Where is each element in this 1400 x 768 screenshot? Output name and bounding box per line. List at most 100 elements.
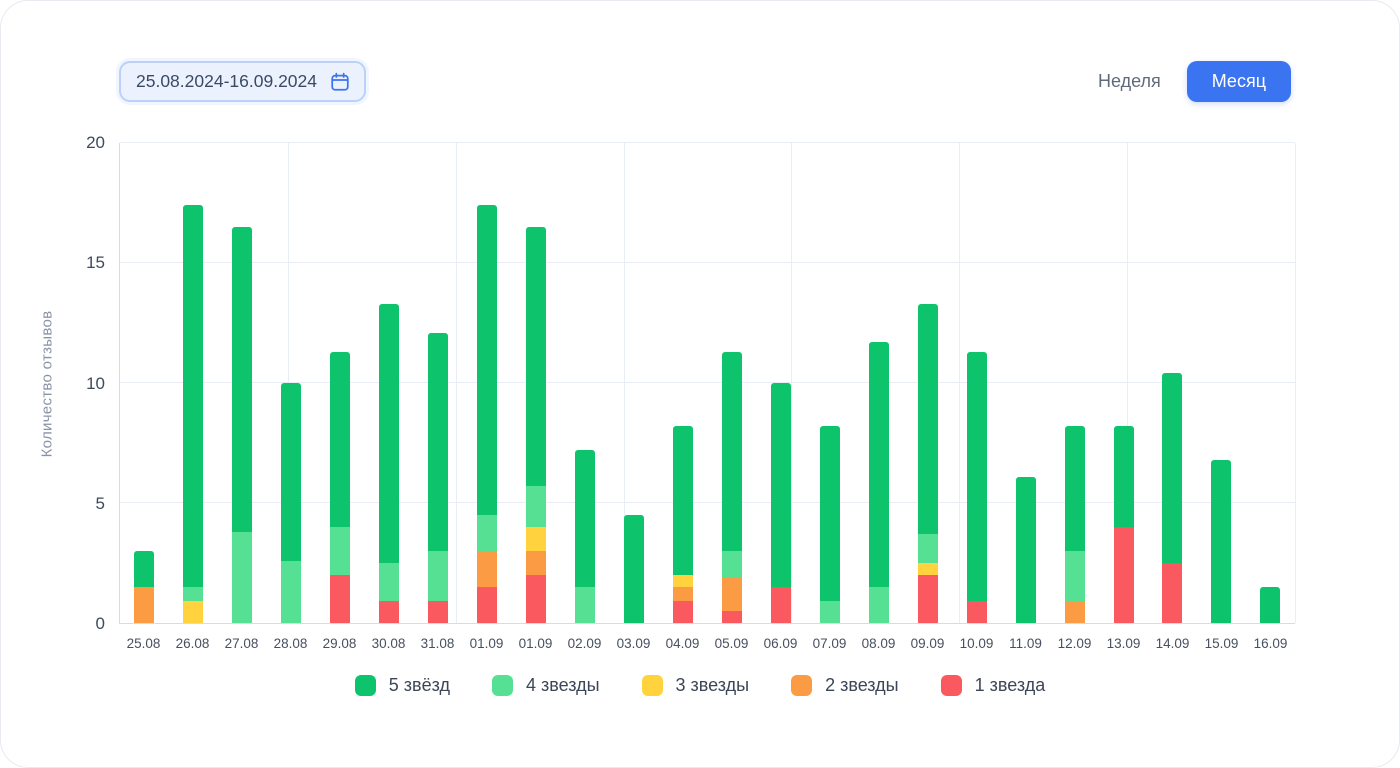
bar-segment[interactable]	[1162, 373, 1183, 563]
stacked-bar-29.08[interactable]	[330, 351, 351, 623]
bar-slot	[169, 143, 218, 623]
bar-segment[interactable]	[526, 227, 547, 487]
bar-segment[interactable]	[721, 577, 742, 611]
bar-segment[interactable]	[966, 601, 987, 623]
month-toggle-button[interactable]: Месяц	[1186, 61, 1291, 102]
legend-item[interactable]: 2 звезды	[791, 675, 899, 696]
bar-segment[interactable]	[183, 601, 204, 623]
stacked-bar-13.09[interactable]	[1113, 426, 1134, 623]
stacked-bar-15.09[interactable]	[1211, 459, 1232, 623]
legend-item[interactable]: 1 звезда	[940, 675, 1045, 696]
bar-segment[interactable]	[1064, 551, 1085, 602]
bar-segment[interactable]	[1015, 476, 1036, 623]
legend-item[interactable]: 3 звезды	[641, 675, 749, 696]
bar-segment[interactable]	[770, 587, 791, 623]
bar-segment[interactable]	[183, 587, 204, 602]
bar-segment[interactable]	[232, 531, 253, 623]
stacked-bar-14.09[interactable]	[1162, 373, 1183, 623]
bar-segment[interactable]	[232, 227, 253, 532]
bar-segment[interactable]	[672, 601, 693, 623]
stacked-bar-05.09[interactable]	[721, 351, 742, 623]
stacked-bar-25.08[interactable]	[134, 551, 155, 623]
bar-segment[interactable]	[624, 515, 644, 623]
stacked-bar-08.09[interactable]	[868, 342, 889, 623]
week-toggle-button[interactable]: Неделя	[1097, 71, 1161, 91]
bar-segment[interactable]	[477, 515, 498, 551]
date-range-picker[interactable]: 25.08.2024-16.09.2024	[119, 61, 366, 102]
stacked-bar-07.09[interactable]	[819, 426, 840, 623]
bar-segment[interactable]	[672, 575, 693, 587]
stacked-bar-04.09[interactable]	[672, 426, 693, 623]
bar-segment[interactable]	[379, 563, 400, 602]
legend-item[interactable]: 5 звёзд	[354, 675, 450, 696]
calendar-icon[interactable]	[329, 71, 351, 93]
stacked-bar-09.09[interactable]	[917, 303, 938, 623]
bar-segment[interactable]	[1064, 426, 1085, 551]
bar-segment[interactable]	[477, 551, 498, 587]
bar-segment[interactable]	[330, 527, 351, 575]
y-axis: 0 5 10 15 20	[51, 133, 105, 633]
bar-segment[interactable]	[917, 303, 938, 535]
bar-segment[interactable]	[917, 534, 938, 563]
stacked-bar-31.08[interactable]	[428, 332, 449, 623]
bar-segment[interactable]	[575, 450, 596, 587]
stacked-bar-06.09[interactable]	[770, 383, 791, 623]
stacked-bar-01.09[interactable]	[526, 227, 547, 623]
stacked-bar-01.09[interactable]	[477, 205, 498, 623]
stacked-bar-11.09[interactable]	[1015, 476, 1036, 623]
stacked-bar-16.09[interactable]	[1260, 587, 1281, 623]
bar-segment[interactable]	[526, 575, 547, 623]
bar-segment[interactable]	[428, 551, 449, 602]
bar-segment[interactable]	[721, 351, 742, 551]
plot-area	[119, 142, 1296, 624]
bar-segment[interactable]	[868, 342, 889, 587]
bar-segment[interactable]	[428, 601, 449, 623]
bar-slot	[805, 143, 854, 623]
bar-segment[interactable]	[477, 205, 498, 515]
bar-segment[interactable]	[917, 575, 938, 623]
bar-segment[interactable]	[379, 303, 400, 563]
bar-segment[interactable]	[330, 351, 351, 527]
bar-segment[interactable]	[526, 527, 547, 551]
legend-item[interactable]: 4 звезды	[491, 675, 600, 696]
stacked-bar-28.08[interactable]	[281, 383, 302, 623]
bar-segment[interactable]	[966, 351, 987, 602]
v-gridline	[1127, 143, 1129, 623]
bar-segment[interactable]	[721, 551, 742, 578]
x-axis-label: 05.09	[714, 636, 749, 651]
bar-segment[interactable]	[134, 587, 155, 623]
bar-segment[interactable]	[526, 486, 547, 527]
bar-segment[interactable]	[672, 587, 693, 602]
bar-segment[interactable]	[917, 563, 938, 575]
bar-segment[interactable]	[428, 332, 449, 551]
bar-segment[interactable]	[819, 426, 840, 602]
bar-segment[interactable]	[281, 560, 302, 623]
bar-segment[interactable]	[868, 587, 889, 623]
bar-segment[interactable]	[721, 611, 742, 623]
bar-segment[interactable]	[477, 587, 498, 623]
bar-segment[interactable]	[330, 575, 351, 623]
bar-segment[interactable]	[1064, 601, 1085, 623]
bar-segment[interactable]	[575, 587, 596, 623]
bar-segment[interactable]	[281, 383, 302, 561]
stacked-bar-30.08[interactable]	[379, 303, 400, 623]
stacked-bar-10.09[interactable]	[966, 351, 987, 623]
stacked-bar-27.08[interactable]	[232, 227, 253, 623]
stacked-bar-03.09[interactable]	[624, 515, 644, 623]
stacked-bar-12.09[interactable]	[1064, 426, 1085, 623]
bar-segment[interactable]	[526, 551, 547, 575]
bar-segment[interactable]	[1113, 527, 1134, 623]
bar-segment[interactable]	[672, 426, 693, 575]
bar-segment[interactable]	[770, 383, 791, 587]
bar-segment[interactable]	[819, 601, 840, 623]
stacked-bar-02.09[interactable]	[575, 450, 596, 623]
stacked-bar-26.08[interactable]	[183, 205, 204, 623]
bar-segment[interactable]	[183, 205, 204, 587]
bar-segment[interactable]	[134, 551, 155, 587]
bar-segment[interactable]	[1211, 459, 1232, 623]
bar-segment[interactable]	[1162, 563, 1183, 623]
legend-swatch	[641, 675, 663, 696]
bar-segment[interactable]	[379, 601, 400, 623]
bar-segment[interactable]	[1260, 587, 1281, 623]
bar-segment[interactable]	[1113, 426, 1134, 527]
